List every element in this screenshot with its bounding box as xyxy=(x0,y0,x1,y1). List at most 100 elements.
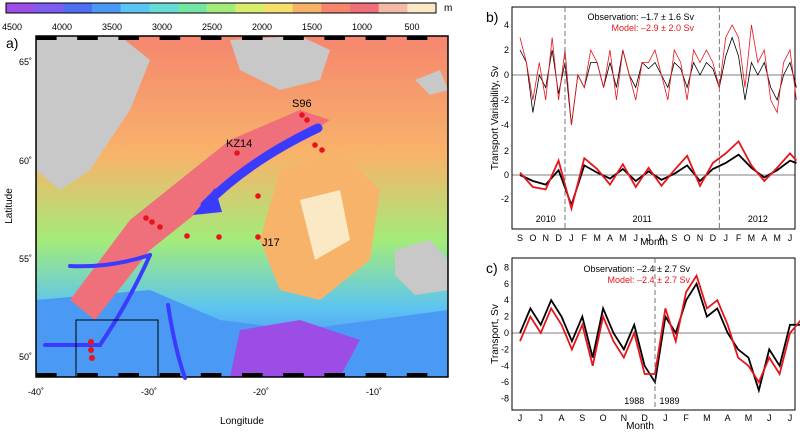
panel-b-year-label: 2012 xyxy=(748,214,768,224)
colorbar-swatch xyxy=(407,3,437,13)
colorbar-frame xyxy=(5,2,437,14)
panel-c-month-tick: J xyxy=(518,413,523,423)
b-bottom-series-model xyxy=(519,139,798,213)
panel-c-plot: 8 6 4 2 0 -2 -4 -6 -8 1988 1989 J J A S O N D J F M A M J J xyxy=(501,258,800,423)
inset-box xyxy=(75,319,159,378)
panel-b-month-tick: S xyxy=(517,233,523,243)
panel-c-ytick: 8 xyxy=(504,262,509,272)
site-point xyxy=(304,117,310,123)
panel-b-xlabel: Month xyxy=(640,237,668,248)
panel-b-month-tick: F xyxy=(582,233,588,243)
site-point xyxy=(88,339,94,345)
panel-c-ytick: -8 xyxy=(501,394,509,404)
panel-b-month-tick: D xyxy=(555,233,562,243)
site-point xyxy=(149,219,155,225)
panel-b-month-tick: N xyxy=(697,233,704,243)
greenland-land xyxy=(36,36,150,190)
map-frame-tick xyxy=(406,36,428,40)
depth-colorbar: 4500 4000 3500 3000 2500 2000 1500 1000 500 xyxy=(2,2,437,32)
current-arrows xyxy=(43,123,323,380)
panel-b-month-tick: A xyxy=(761,233,767,243)
colorbar-swatch xyxy=(264,3,294,13)
map-ticks: -40˚ -30˚ -20˚ -10˚ 65˚ 60˚ 55˚ 50˚ xyxy=(19,36,428,397)
panel-b-year-label: 2011 xyxy=(632,214,651,224)
colorbar-swatch xyxy=(235,3,265,13)
colorbar-tick: 3000 xyxy=(152,22,172,32)
site-point xyxy=(157,224,163,230)
map-xlabel: Longitude xyxy=(220,416,264,427)
panel-c-ytick: 0 xyxy=(504,328,509,338)
arrow-south-1 xyxy=(98,253,152,347)
mooring-points xyxy=(88,112,325,361)
c-series-model xyxy=(519,273,800,385)
panel-c-month-tick: D xyxy=(641,413,648,423)
colorbar-swatch xyxy=(34,3,64,13)
map-frame-tick xyxy=(200,36,222,40)
map-frame-tick xyxy=(324,36,345,40)
panel-b-month-tick: F xyxy=(736,233,742,243)
panel-a-label: a) xyxy=(6,35,18,51)
panel-b-month-tick: J xyxy=(723,233,728,243)
panel-b-model-text: Model: –2.9 ± 2.0 Sv xyxy=(612,23,695,33)
panel-c-ytick: -2 xyxy=(501,344,509,354)
colorbar-tick: 3500 xyxy=(102,22,122,32)
panel-c-frame xyxy=(511,257,796,411)
colorbar-swatch xyxy=(63,3,93,13)
colorbar-tick: 500 xyxy=(404,22,419,32)
panel-c-month-tick: N xyxy=(621,413,628,423)
map-frame-tick xyxy=(36,373,57,377)
map-ylabel: Latitude xyxy=(4,188,15,224)
panel-c-label: c) xyxy=(486,260,498,276)
colorbar-swatch xyxy=(178,3,208,13)
colorbar-tick: 4500 xyxy=(2,22,22,32)
panel-b-frame xyxy=(511,6,796,230)
arrow-west-1 xyxy=(68,253,152,269)
panel-b-month-tick: J xyxy=(646,233,651,243)
arrow-main-head xyxy=(193,188,222,215)
map-frame-tick xyxy=(324,373,345,377)
colorbar-swatch xyxy=(92,3,122,13)
map-ytick: 60˚ xyxy=(19,156,32,166)
map-ytick: 65˚ xyxy=(19,57,32,67)
panel-b-month-tick: S xyxy=(671,233,677,243)
panel-b-month-tick: M xyxy=(748,233,756,243)
panel-b-year-label: 2010 xyxy=(536,214,556,224)
bathymetry-map xyxy=(36,36,448,377)
site-point xyxy=(184,233,190,239)
map-xtick: -30˚ xyxy=(141,387,157,397)
iceland-land xyxy=(230,36,330,90)
panel-b-top-ytick: 4 xyxy=(504,20,509,30)
site-point xyxy=(312,142,318,148)
panel-c-ytick: -6 xyxy=(501,377,509,387)
site-point xyxy=(88,347,94,353)
colorbar-tick: 2500 xyxy=(202,22,222,32)
site-point xyxy=(216,234,222,240)
arrow-south-2 xyxy=(166,303,187,380)
panel-c-month-tick: A xyxy=(559,413,565,423)
panel-c-ytick: 4 xyxy=(504,295,509,305)
panel-c-year-label: 1988 xyxy=(624,396,644,406)
map-frame-tick xyxy=(77,36,98,40)
map-frame-tick xyxy=(36,36,57,40)
site-label-kz14: KZ14 xyxy=(226,138,252,150)
map-frame-tick xyxy=(283,373,304,377)
panel-b-obs-text: Observation: –1.7 ± 1.6 Sv xyxy=(588,12,695,22)
colorbar-swatch xyxy=(292,3,322,13)
site-point xyxy=(234,150,240,156)
panel-b-month-tick: J xyxy=(788,233,793,243)
panel-c-xlabel: Month xyxy=(626,421,654,432)
site-label-j17: J17 xyxy=(262,237,280,249)
map-ytick: 55˚ xyxy=(19,254,32,264)
panel-c-year-label: 1989 xyxy=(660,396,680,406)
panel-b-month-tick: M xyxy=(593,233,601,243)
panel-b-month-tick: J xyxy=(633,233,638,243)
colorbar-swatch xyxy=(206,3,236,13)
faroe-land xyxy=(415,70,448,95)
panel-b-top-ytick: 0 xyxy=(504,70,509,80)
map-frame-tick xyxy=(159,36,181,40)
colorbar-swatch xyxy=(6,3,36,13)
panel-c-ytick: 2 xyxy=(504,312,509,322)
panel-c-model-text: Model: –2.4 ± 2.7 Sv xyxy=(608,275,691,285)
panel-c-month-tick: F xyxy=(683,413,689,423)
